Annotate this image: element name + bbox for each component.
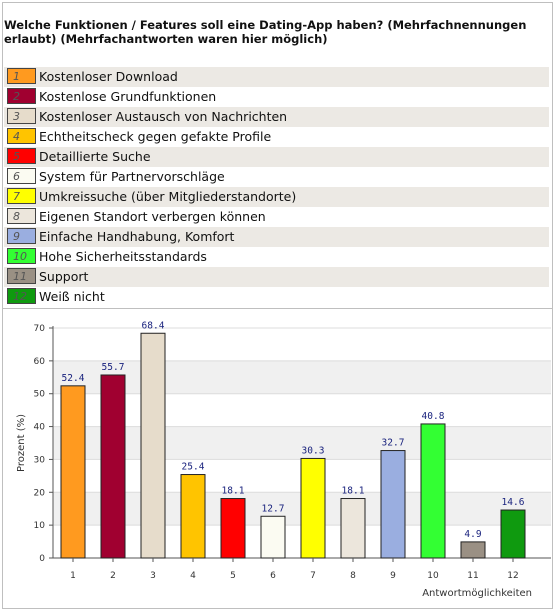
bar [420,423,446,559]
bar-value-label: 40.8 [422,411,445,422]
legend-item: 9 Einfache Handhabung, Komfort [4,227,549,247]
legend-swatch: 1 [7,68,36,84]
legend-item: 1 Kostenloser Download [4,67,549,87]
bar-value-label: 12.7 [262,503,285,514]
x-tick-label: 9 [390,571,396,581]
y-tick-label: 60 [34,357,46,367]
legend-label: Hohe Sicherheitsstandards [39,249,207,264]
grid-band [53,426,551,460]
bar [460,541,486,559]
legend-item: 4 Echtheitscheck gegen gefakte Profile [4,127,549,147]
legend-item: 8 Eigenen Standort verbergen können [4,207,549,227]
bar [300,457,326,559]
legend-label: Weiß nicht [39,289,105,304]
legend-swatch: 7 [7,188,36,204]
bar [180,474,206,559]
legend-label: Umkreissuche (über Mitgliederstandorte) [39,189,297,204]
bar-value-label: 32.7 [382,438,405,449]
bar-value-label: 68.4 [142,320,165,331]
x-tick-label: 11 [467,571,478,581]
legend-swatch: 10 [7,248,36,264]
bar [380,450,406,559]
x-tick-label: 4 [190,571,196,581]
legend-swatch: 9 [7,228,36,244]
legend: 1 Kostenloser Download 2 Kostenlose Grundfu… [4,67,549,307]
legend-label: Kostenloser Download [39,69,178,84]
x-tick-label: 8 [350,571,356,581]
x-tick-label: 6 [270,571,276,581]
legend-swatch: 4 [7,128,36,144]
x-tick-label: 5 [230,571,236,581]
legend-label: Eigenen Standort verbergen können [39,209,266,224]
x-tick-label: 3 [150,571,156,581]
legend-item: 10 Hohe Sicherheitsstandards [4,247,549,267]
legend-label: Kostenloser Austausch von Nachrichten [39,109,288,124]
legend-item: 2 Kostenlose Grundfunktionen [4,87,549,107]
legend-label: Einfache Handhabung, Komfort [39,229,235,244]
y-tick-label: 20 [34,488,46,498]
bar [260,515,286,559]
x-tick-label: 12 [507,571,518,581]
bar [140,332,166,559]
bar-value-label: 52.4 [62,373,85,384]
bar [500,509,526,559]
x-axis-title: Antwortmöglichkeiten [422,588,532,599]
legend-swatch: 5 [7,148,36,164]
grid-band [53,360,551,394]
bar-value-label: 14.6 [502,497,525,508]
legend-swatch: 11 [7,268,36,284]
bar [340,498,366,559]
legend-swatch: 6 [7,168,36,184]
y-tick-label: 40 [34,423,46,433]
legend-item: 5 Detaillierte Suche [4,147,549,167]
bar [100,374,126,559]
legend-item: 7 Umkreissuche (über Mitgliederstandorte) [4,187,549,207]
x-tick-label: 1 [70,571,76,581]
legend-item: 6 System für Partnervorschläge [4,167,549,187]
legend-label: Detaillierte Suche [39,149,151,164]
y-tick-label: 30 [34,455,46,465]
x-tick-label: 10 [427,571,439,581]
legend-label: Echtheitscheck gegen gefakte Profile [39,129,272,144]
chart-question-title: Welche Funktionen / Features soll eine D… [4,18,527,46]
legend-swatch: 2 [7,88,36,104]
bar-value-label: 18.1 [342,486,365,497]
legend-item: 12 Weiß nicht [4,287,549,307]
legend-swatch: 8 [7,208,36,224]
legend-label: System für Partnervorschläge [39,169,225,184]
bar [60,385,86,559]
legend-label: Kostenlose Grundfunktionen [39,89,217,104]
legend-divider [2,308,553,309]
y-tick-label: 50 [34,390,46,400]
y-tick-label: 70 [34,324,46,334]
y-tick-label: 0 [39,554,45,564]
legend-item: 11 Support [4,267,549,287]
bar-value-label: 18.1 [222,486,245,497]
bar-value-label: 30.3 [302,445,325,456]
bar-value-label: 55.7 [102,362,125,373]
y-axis-title: Prozent (%) [16,414,27,472]
bar-value-label: 25.4 [182,462,205,473]
x-tick-label: 7 [310,571,316,581]
legend-label: Support [39,269,89,284]
legend-item: 3 Kostenloser Austausch von Nachrichten [4,107,549,127]
legend-swatch: 12 [7,288,36,304]
x-tick-label: 2 [110,571,116,581]
y-tick-label: 10 [34,521,46,531]
legend-swatch: 3 [7,108,36,124]
bar-value-label: 4.9 [464,529,481,540]
bar [220,498,246,559]
